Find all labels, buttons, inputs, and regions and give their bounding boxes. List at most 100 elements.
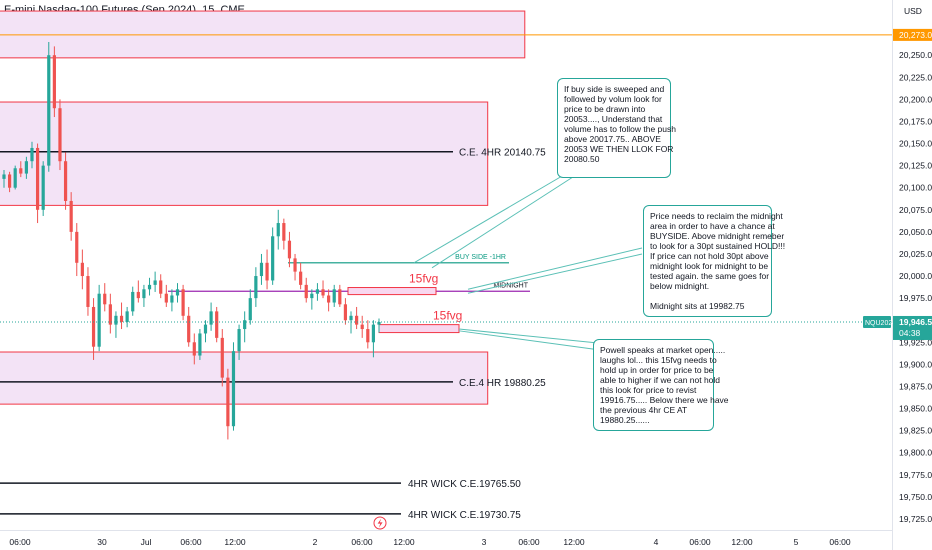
candle: [265, 249, 269, 290]
note-text-line: price to be drawn into: [564, 104, 646, 114]
candle: [2, 170, 6, 188]
candle: [293, 253, 297, 281]
candle-body: [47, 55, 51, 166]
candle: [97, 284, 101, 352]
candle: [215, 306, 219, 343]
candle: [30, 141, 34, 169]
ce-label: C.E. 4HR 20140.75: [459, 148, 546, 159]
note-text-line: 20080.50: [564, 154, 600, 164]
candle-body: [338, 289, 342, 305]
candle-body: [108, 304, 112, 325]
candle-body: [282, 223, 286, 241]
candle-body: [58, 108, 62, 162]
candle: [69, 192, 73, 241]
candle: [343, 298, 348, 325]
buy-side-label: BUY SIDE -1HR: [455, 254, 506, 261]
candle-body: [332, 289, 336, 303]
price-tick-label: 20,125.00: [899, 161, 932, 171]
candle-body: [19, 168, 23, 174]
time-tick-label: 06:00: [351, 537, 373, 547]
note-text-line: 20053...., Understand that: [564, 114, 663, 124]
candle-body: [226, 377, 230, 427]
note-text-line: 19880.25......: [600, 415, 650, 425]
candle: [58, 99, 62, 171]
note-text-line: [650, 291, 765, 301]
note-text-line: Price needs to reclaim the midnight: [650, 211, 783, 221]
price-tick-label: 19,850.00: [899, 404, 932, 414]
candle-body: [293, 258, 297, 272]
price-tick-label: 19,750.00: [899, 492, 932, 502]
candle-body: [125, 311, 129, 322]
wick-ce-label: 4HR WICK C.E.19765.50: [408, 479, 521, 490]
candle-body: [304, 284, 308, 299]
time-tick-label: 12:00: [731, 537, 753, 547]
candle-body: [248, 298, 252, 321]
candle: [164, 284, 168, 307]
candle: [47, 41, 51, 172]
candle-body: [360, 324, 364, 330]
note-text-line: to look for a 30pt sustained HOLD!!!: [650, 241, 786, 251]
candle-body: [103, 293, 107, 305]
price-tick-label: 19,825.00: [899, 426, 932, 436]
candle-body: [86, 276, 90, 307]
price-tick-label: 20,075.00: [899, 205, 932, 215]
candle-body: [136, 291, 140, 299]
price-tick-label: 20,225.00: [899, 72, 932, 82]
note-connector: [431, 165, 591, 269]
time-tick-label: 12:00: [563, 537, 585, 547]
note-connector: [467, 247, 643, 290]
candle-body: [35, 147, 40, 210]
candle-body: [80, 262, 84, 277]
note-connector: [458, 328, 599, 344]
candle: [287, 231, 292, 268]
candle: [187, 306, 191, 347]
candle: [254, 267, 258, 307]
candle: [125, 306, 129, 328]
candle: [271, 227, 275, 285]
candle: [371, 320, 376, 358]
candle-body: [41, 165, 45, 210]
time-tick-label: 12:00: [393, 537, 415, 547]
candle: [203, 320, 208, 343]
price-tick-label: 19,775.00: [899, 470, 932, 480]
candle-body: [343, 304, 348, 321]
price-tag: [893, 315, 932, 340]
wick-ce-label: 4HR WICK C.E.19730.75: [408, 510, 521, 521]
ce-label: C.E.4 HR 19880.25: [459, 378, 546, 389]
price-tick-label: 19,925.00: [899, 337, 932, 347]
time-tick-label: 12:00: [224, 537, 246, 547]
candle: [377, 318, 381, 333]
candle-body: [265, 262, 269, 281]
candle: [310, 289, 314, 310]
candle-body: [75, 231, 79, 263]
candle: [181, 284, 185, 321]
candle: [338, 284, 342, 307]
candle-body: [349, 315, 353, 321]
candle: [355, 306, 359, 330]
note-connector: [413, 161, 587, 264]
price-tick-label: 20,000.00: [899, 271, 932, 281]
candle-body: [355, 315, 359, 325]
candle-body: [159, 280, 163, 294]
candle: [13, 165, 17, 190]
symbol-label: NQU2024: [865, 320, 896, 327]
candle-body: [203, 324, 208, 334]
time-tick-label: 06:00: [9, 537, 31, 547]
candle: [131, 286, 135, 316]
candle-body: [327, 295, 331, 303]
candle-body: [215, 311, 219, 338]
candle: [237, 324, 241, 360]
candle-body: [321, 289, 325, 296]
candle-body: [153, 280, 157, 285]
price-axis: [892, 0, 932, 550]
candle-body: [97, 293, 101, 347]
candle: [170, 289, 174, 312]
candle: [19, 161, 23, 178]
candle-body: [69, 200, 73, 232]
note-text-line: BUYSIDE. Above midnight remeber: [650, 231, 785, 241]
candle: [192, 333, 196, 365]
candle-body: [259, 262, 264, 277]
candle: [282, 218, 286, 250]
candle-body: [170, 295, 174, 303]
